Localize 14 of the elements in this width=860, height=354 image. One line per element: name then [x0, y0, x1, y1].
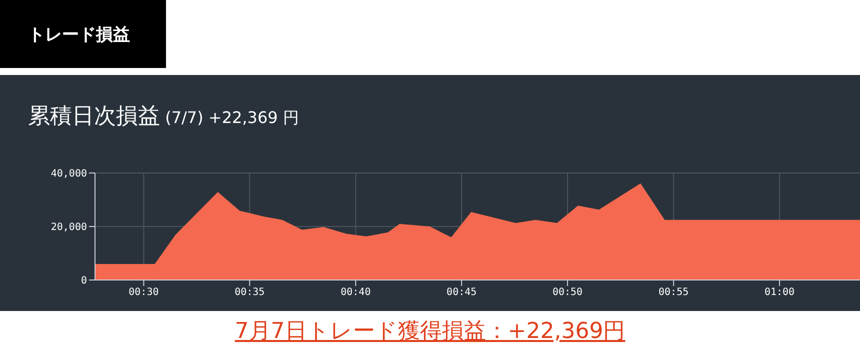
chart-subtitle: (7/7) +22,369 円 — [165, 108, 299, 127]
x-tick-label: 00:50 — [552, 287, 583, 298]
x-tick-label: 00:30 — [128, 287, 159, 298]
y-tick-label: 20,000 — [50, 222, 87, 234]
chart-title: 累積日次損益 — [28, 104, 160, 129]
text: 7月7日トレード獲得損益：+22,369円 — [234, 318, 626, 346]
x-tick-label: 00:35 — [234, 287, 265, 298]
x-tick-label: 00:55 — [658, 287, 689, 298]
x-tick-label: 00:40 — [340, 287, 371, 298]
x-tick-label: 00:45 — [446, 287, 477, 298]
x-tick-label: 01:00 — [764, 287, 795, 298]
text: トレード損益 — [0, 0, 166, 68]
y-tick-label: 40,000 — [50, 168, 87, 180]
y-tick-label: 0 — [80, 276, 87, 287]
